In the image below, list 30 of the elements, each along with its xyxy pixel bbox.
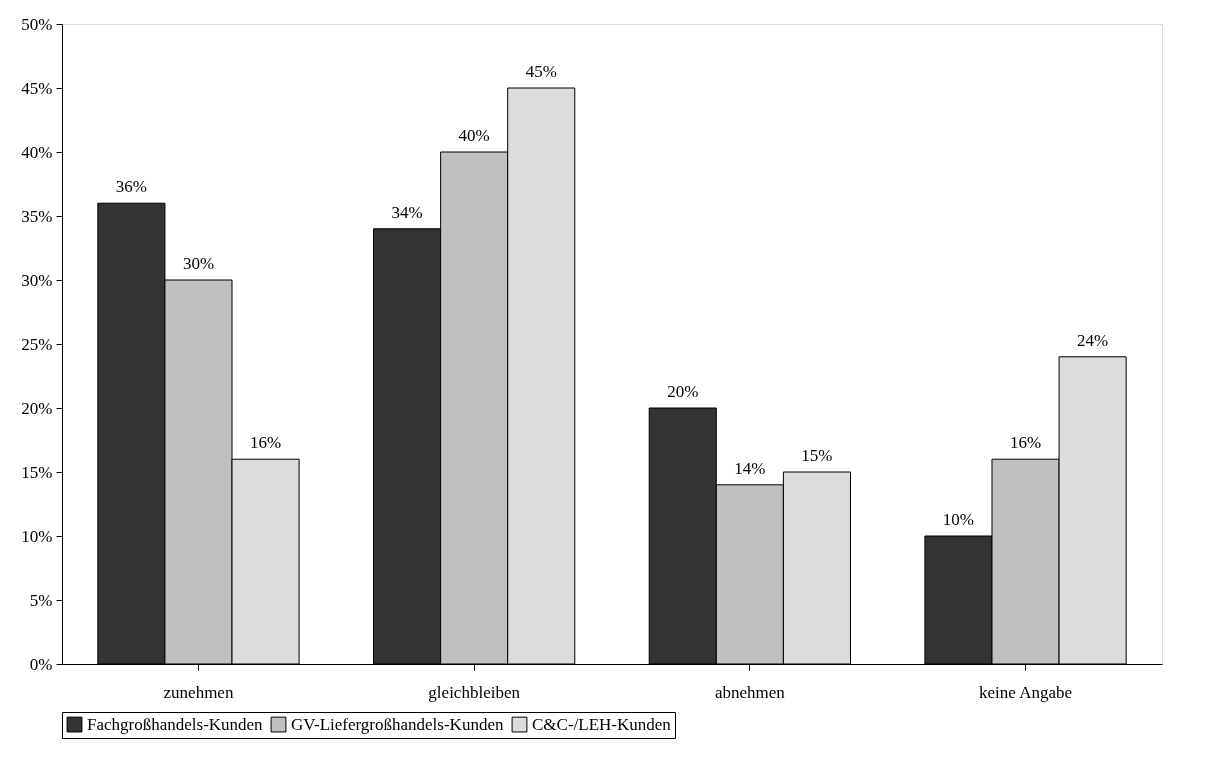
y-tick-label: 10% bbox=[21, 526, 53, 546]
x-tick-label: gleichbleiben bbox=[428, 682, 521, 702]
y-tick-label: 35% bbox=[21, 206, 53, 226]
x-tick-label: zunehmen bbox=[163, 682, 234, 702]
data-label: 30% bbox=[182, 254, 215, 273]
legend-label: Fachgroßhandels-Kunden bbox=[87, 714, 264, 734]
data-label: 16% bbox=[1009, 433, 1042, 453]
x-tick-label: abnehmen bbox=[714, 682, 786, 702]
data-label: 10% bbox=[942, 510, 975, 529]
legend-label: C&C-/LEH-Kunden bbox=[532, 714, 672, 734]
data-label: 34% bbox=[391, 202, 423, 222]
y-tick-label: 5% bbox=[29, 590, 53, 610]
y-tick-label: 30% bbox=[21, 270, 53, 290]
y-tick-label: 0% bbox=[29, 654, 53, 674]
data-label: 20% bbox=[667, 382, 699, 401]
x-tick-label: keine Angabe bbox=[979, 682, 1073, 702]
y-tick-label: 20% bbox=[21, 398, 53, 418]
data-label: 40% bbox=[458, 126, 490, 145]
data-label: 16% bbox=[249, 433, 282, 453]
data-label: 45% bbox=[525, 62, 557, 81]
y-tick-label: 40% bbox=[21, 142, 53, 162]
y-tick-label: 25% bbox=[21, 334, 53, 354]
y-tick-label: 15% bbox=[21, 462, 53, 482]
data-label: 36% bbox=[115, 177, 147, 197]
data-label: 24% bbox=[1077, 330, 1109, 350]
data-label: 14% bbox=[734, 458, 766, 478]
y-tick-label: 45% bbox=[21, 78, 53, 98]
y-tick-label: 50% bbox=[21, 14, 53, 34]
legend-label: GV-Liefergroßhandels-Kunden bbox=[291, 714, 504, 734]
data-label: 15% bbox=[801, 446, 833, 465]
